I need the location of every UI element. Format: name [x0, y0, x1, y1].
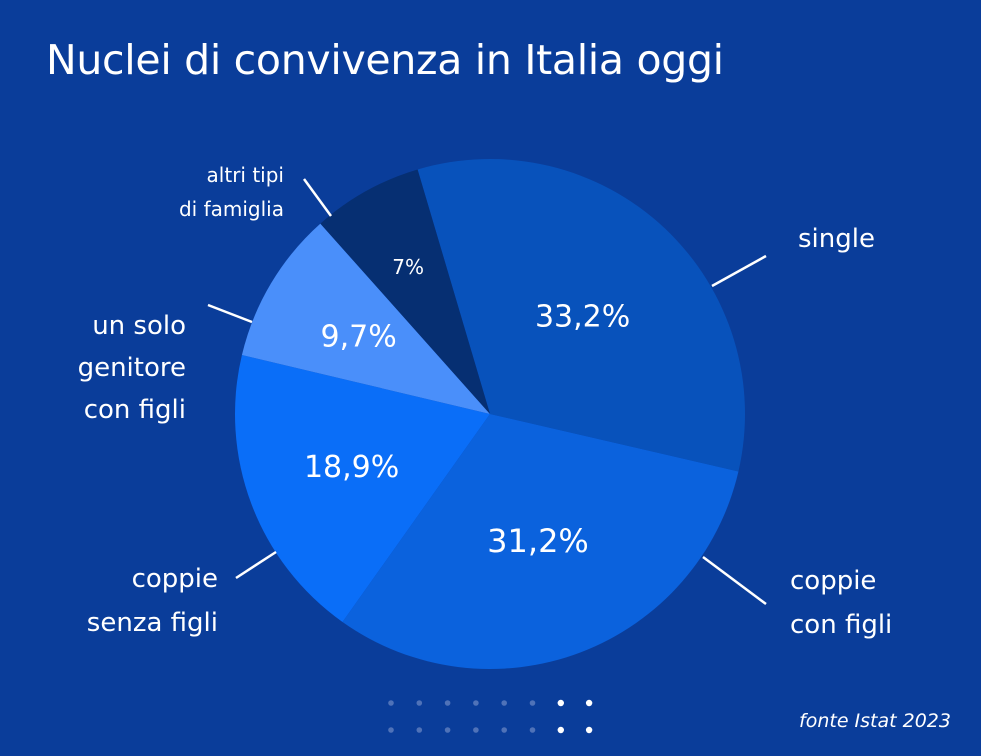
leader-line	[207, 303, 253, 324]
slice-category-label: single	[798, 224, 875, 254]
page-dot	[585, 699, 593, 707]
pie-slice-3	[241, 223, 490, 414]
slice-value-label: 18,9%	[304, 450, 399, 485]
leader-line	[702, 555, 767, 606]
page-indicator	[388, 699, 593, 734]
leader-line	[235, 550, 277, 580]
slice-category-label: coppie	[790, 566, 876, 596]
slice-category-label: senza figli	[87, 608, 218, 638]
page-dot	[388, 727, 394, 733]
page-dot	[416, 727, 423, 733]
page-dot	[529, 727, 536, 733]
pie-slice-0	[417, 159, 745, 472]
pie-slice-4	[320, 169, 490, 414]
slice-category-label: coppie	[132, 564, 218, 594]
page-dot	[473, 727, 479, 733]
chart-title: Nuclei di convivenza in Italia oggi	[46, 36, 724, 84]
page-dot	[557, 726, 564, 734]
leader-line	[302, 178, 333, 217]
page-dot	[388, 700, 394, 706]
page-dot	[557, 699, 564, 707]
slice-category-label: altri tipi	[207, 163, 284, 187]
page-dot	[444, 727, 451, 733]
slice-category-label: genitore	[78, 353, 186, 383]
pie-slice-1	[342, 414, 739, 669]
page-dot	[501, 727, 508, 733]
page-dot	[585, 726, 593, 734]
leader-line	[711, 254, 767, 288]
slice-value-label: 33,2%	[535, 299, 630, 334]
slice-value-label: 9,7%	[320, 319, 396, 354]
source-note: fonte Istat 2023	[799, 710, 951, 732]
page-dot	[473, 700, 479, 706]
page-dot	[529, 700, 536, 706]
slice-category-label: di famiglia	[179, 197, 284, 221]
page-dot	[416, 700, 423, 706]
pie-slice-2	[234, 354, 490, 623]
slice-value-label: 7%	[392, 255, 424, 279]
slice-category-label: un solo	[92, 311, 186, 341]
slice-category-label: con figli	[790, 610, 892, 640]
page-dot	[501, 700, 508, 706]
slice-value-label: 31,2%	[487, 522, 589, 560]
page-dot	[444, 700, 451, 706]
slice-category-label: con figli	[84, 395, 186, 425]
